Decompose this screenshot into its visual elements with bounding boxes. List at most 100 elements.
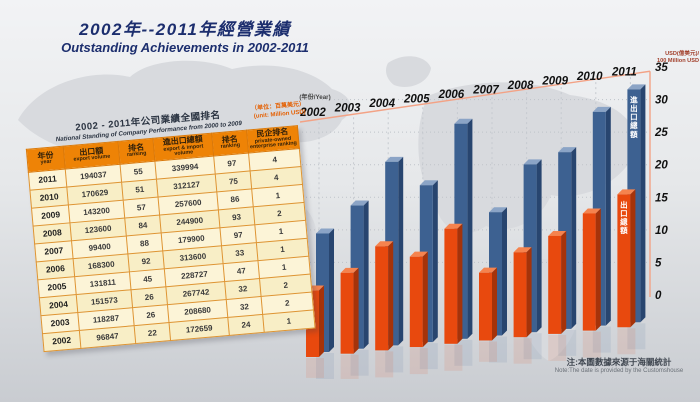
y-tick-0: 0 (655, 290, 662, 302)
y-tick-15: 15 (655, 192, 668, 204)
y-tick-5: 5 (655, 257, 662, 269)
source-note-en: Note:The date is provided by the Customs… (554, 368, 684, 375)
bar-export-2002-side (319, 285, 324, 357)
cell-value: 1 (262, 309, 316, 333)
page-title-en: Outstanding Achievements in 2002-2011 (61, 40, 309, 56)
bar-total-2003-top (350, 200, 369, 206)
column-header-year: 年份 year (26, 146, 66, 173)
bar-export-2008 (513, 252, 527, 338)
bar-total-2002-reflection (316, 353, 334, 379)
bar-export-2006-reflection (444, 344, 463, 371)
bar-export-2006 (444, 228, 458, 344)
bar-export-2003-top (340, 267, 359, 273)
bar-total-2010-top (592, 106, 611, 112)
bar-export-2009-reflection (548, 334, 567, 361)
bar-export-2007 (479, 272, 492, 341)
cell-year: 2002 (42, 330, 81, 352)
x-axis-caption: (年份/Year) (299, 93, 330, 101)
bar-total-2006-top (454, 118, 473, 124)
y-tick-25: 25 (654, 127, 668, 139)
bar-export-2003-side (353, 267, 359, 354)
bar-export-2007-reflection (479, 341, 497, 362)
table-unit-note: （单位：百萬美元） (unit: Million USD) (251, 101, 306, 121)
bar-total-2008-reflection (523, 333, 542, 360)
bar-total-2008-top (523, 159, 542, 165)
bar-total-2011-side (640, 84, 646, 323)
bar-series-label: 進出口總額 (629, 94, 638, 138)
y-axis-unit-line1: USD(億美元)/ (665, 49, 699, 57)
bar-export-2004 (375, 246, 389, 351)
bar-export-2005-reflection (409, 348, 428, 375)
bar-export-2011-top (617, 189, 636, 195)
bar-export-2003-reflection (340, 354, 359, 379)
bar-total-2006-reflection (454, 339, 473, 366)
bar-export-2011-side (630, 189, 636, 328)
bar-export-2008-top (513, 247, 532, 253)
year-label-2006: 2006 (438, 89, 465, 101)
year-label-2007: 2007 (472, 85, 499, 97)
bar-export-2003 (340, 272, 354, 354)
year-label-2011: 2011 (611, 67, 637, 79)
y-axis-unit-line2: 100 Million USD (657, 58, 699, 64)
bar-total-2007-side (502, 207, 507, 336)
year-label-2008: 2008 (507, 80, 534, 92)
bar-total-2007-top (489, 207, 507, 213)
bar-total-2004-reflection (385, 346, 404, 373)
bar-total-2005-side (432, 180, 438, 343)
performance-table-block: 2002 - 2011年公司業績全國排名 National Standing o… (24, 101, 325, 353)
bar-total-2007-reflection (489, 336, 507, 363)
bar-export-2005-top (409, 251, 428, 257)
bar-export-2006-side (457, 223, 463, 344)
bar-total-2010-side (605, 106, 611, 326)
bar-total-2003-side (363, 200, 369, 349)
year-label-2003: 2003 (334, 103, 361, 115)
performance-table: 年份 year 出口額 export volume 排名 ranking 進出口總額 expo… (25, 125, 316, 353)
cell-value: 22 (134, 322, 171, 344)
bar-total-2005-reflection (419, 343, 438, 370)
y-tick-10: 10 (655, 225, 668, 237)
bar-export-2004-top (375, 241, 394, 247)
source-note: 注:本圖數據來源于海關統計 Note:The date is provided … (540, 357, 698, 376)
bar-total-2011-top (627, 84, 646, 90)
year-label-2010: 2010 (576, 71, 603, 83)
bar-export-2011 (617, 194, 631, 328)
bar-export-2009 (548, 235, 562, 334)
bar-export-2010-side (595, 208, 601, 331)
bar-export-2005-side (422, 251, 428, 348)
bar-total-2011-reflection (627, 323, 646, 350)
year-label-2004: 2004 (368, 98, 395, 110)
bar-export-2008-reflection (513, 338, 532, 364)
bar-total-2010-reflection (592, 326, 611, 353)
y-tick-30: 30 (655, 95, 668, 107)
column-header-ranking: 排名 ranking (118, 138, 155, 165)
bar-export-2006-top (444, 223, 463, 229)
bar-total-2008-side (536, 159, 542, 333)
bar-export-2010-top (582, 208, 601, 214)
year-label-2002: 2002 (299, 107, 326, 119)
page-title-zh: 2002年--2011年經營業績 (79, 20, 291, 39)
y-tick-20: 20 (654, 160, 668, 172)
bar-total-2002-top (316, 228, 334, 234)
bar-export-2007-top (479, 267, 497, 273)
bar-export-2007-side (492, 267, 497, 341)
bar-total-2009-side (571, 147, 577, 329)
bar-export-2010 (582, 213, 596, 331)
column-header-ranking: 排名 ranking (211, 130, 249, 156)
bar-total-2009-reflection (558, 329, 577, 356)
year-label-2005: 2005 (403, 94, 430, 106)
bar-export-2008-side (526, 247, 532, 338)
x-axis-line (299, 70, 651, 123)
bar-total-2004-top (385, 156, 404, 162)
page-title: 2002年--2011年經營業績 Outstanding Achievement… (56, 20, 314, 55)
bar-export-2005 (409, 256, 423, 348)
bar-total-2002-side (329, 228, 334, 352)
bar-total-2009-top (558, 147, 577, 153)
table-body: 2011 194037 55 339994 97 4 2010 170629 51 312127 7… (28, 148, 316, 352)
bar-export-2004-side (388, 241, 394, 351)
bar-total-2005-top (419, 180, 438, 186)
bar-total-2004-side (398, 156, 404, 346)
bar-series-label: 出口總額 (619, 199, 628, 235)
bar-export-2002-reflection (306, 358, 324, 378)
bar-export-2010-reflection (582, 331, 601, 358)
